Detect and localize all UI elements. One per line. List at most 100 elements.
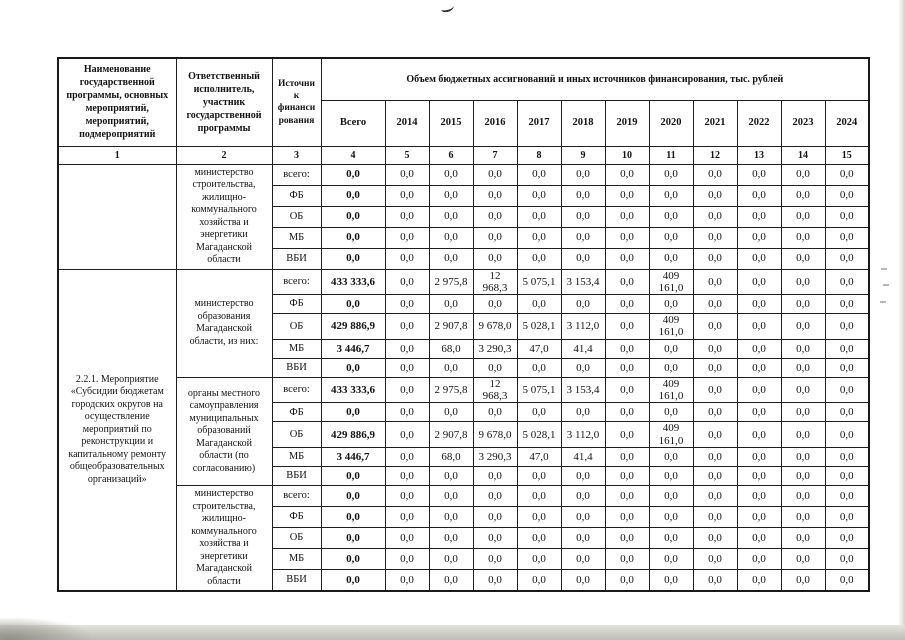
year-value-cell: 0,0: [736, 163, 782, 186]
year-value-cell: 0,0: [648, 163, 694, 186]
year-value-cell: 9 678,0: [472, 421, 518, 448]
year-value-cell: 0,0: [736, 466, 782, 486]
year-value-cell: 0,0: [604, 268, 650, 296]
year-value-cell: 47,0: [516, 447, 562, 467]
year-value-cell: 0,0: [472, 569, 518, 592]
header-row-top: Наименование государственной программы, …: [57, 57, 870, 147]
year-header-cell: 2017: [516, 99, 562, 147]
year-value-cell: 0,0: [516, 527, 562, 550]
total-value-cell: 3 446,7: [320, 338, 386, 359]
funding-source-cell: ОБ: [271, 527, 322, 550]
year-value-cell: 5 075,1: [516, 376, 562, 404]
total-value-cell: 0,0: [320, 484, 386, 508]
year-value-cell: 0,0: [692, 484, 738, 508]
year-value-cell: 0,0: [384, 466, 430, 486]
year-header-cell: 2023: [780, 99, 826, 147]
year-value-cell: 0,0: [384, 357, 430, 378]
year-value-cell: 0,0: [428, 402, 474, 423]
year-value-cell: 0,0: [736, 338, 782, 359]
data-row: МБ 3 446,7 0,0 68,0 3 290,3 47,0 41,4 0,0 0,0 0,0…: [58, 338, 870, 359]
year-value-cell: 0,0: [824, 466, 870, 486]
year-value-cell: 0,0: [604, 376, 650, 404]
year-value-cell: 0,0: [824, 313, 870, 340]
year-value-cell: 0,0: [428, 569, 474, 592]
year-value-cell: 0,0: [824, 484, 870, 508]
year-value-cell: 0,0: [604, 506, 650, 529]
year-value-cell: 0,0: [472, 226, 518, 249]
year-value-cell: 0,0: [428, 484, 474, 508]
year-value-cell: 0,0: [604, 527, 650, 550]
year-value-cell: 0,0: [384, 484, 430, 508]
year-value-cell: 0,0: [428, 506, 474, 529]
year-value-cell: 0,0: [560, 294, 606, 315]
year-value-cell: 0,0: [384, 402, 430, 423]
year-value-cell: 0,0: [428, 548, 474, 571]
year-value-cell: 3 153,4: [560, 376, 606, 404]
year-value-cell: 12 968,3: [472, 376, 518, 404]
year-value-cell: 0,0: [604, 338, 650, 359]
column-number-cell: 9: [560, 145, 606, 165]
year-value-cell: 0,0: [780, 313, 826, 340]
year-value-cell: 0,0: [692, 184, 738, 207]
year-value-cell: 0,0: [736, 313, 782, 340]
year-value-cell: 5 075,1: [516, 268, 562, 296]
year-value-cell: 0,0: [472, 184, 518, 207]
year-value-cell: 0,0: [604, 548, 650, 571]
funding-source-cell: МБ: [271, 447, 322, 467]
column-number-cell: 3: [271, 145, 322, 165]
year-value-cell: 0,0: [428, 163, 474, 186]
funding-source-cell: МБ: [271, 548, 322, 571]
year-value-cell: 0,0: [736, 506, 782, 529]
year-value-cell: 0,0: [472, 247, 518, 270]
funding-source-cell: ФБ: [271, 506, 322, 529]
year-value-cell: 0,0: [692, 357, 738, 378]
funding-source-cell: ФБ: [271, 184, 322, 207]
year-value-cell: 0,0: [692, 226, 738, 249]
year-value-cell: 0,0: [692, 376, 738, 404]
year-value-cell: 0,0: [780, 357, 826, 378]
column-number-cell: 2: [175, 145, 273, 165]
year-value-cell: 0,0: [824, 402, 870, 423]
year-value-cell: 0,0: [384, 447, 430, 467]
year-value-cell: 0,0: [780, 247, 826, 270]
year-value-cell: 5 028,1: [516, 313, 562, 340]
year-value-cell: 0,0: [692, 506, 738, 529]
year-value-cell: 0,0: [736, 247, 782, 270]
column-number-cell: 7: [472, 145, 518, 165]
year-value-cell: 0,0: [472, 205, 518, 228]
year-value-cell: 0,0: [472, 402, 518, 423]
column-number-row: 1 2 3 4 5 6 7 8 9 10 11 12 13 14 15: [57, 145, 870, 165]
year-value-cell: 0,0: [780, 447, 826, 467]
data-row: органы местного самоуправления муниципал…: [58, 376, 870, 487]
scan-edge-corner: [0, 618, 90, 640]
year-value-cell: 0,0: [428, 294, 474, 315]
year-value-cell: 0,0: [516, 163, 562, 186]
data-row: ВБИ 0,0 0,0 0,0 0,0 0,0 0,0 0,0 0,0 0,0 0,0 0,0 0,0: [58, 247, 870, 270]
total-value-cell: 0,0: [320, 205, 386, 228]
year-value-cell: 0,0: [648, 569, 694, 592]
year-value-cell: 409 161,0: [648, 313, 694, 340]
year-value-cell: 41,4: [560, 447, 606, 467]
year-value-cell: 0,0: [604, 163, 650, 186]
year-value-cell: 0,0: [428, 205, 474, 228]
year-value-cell: 0,0: [736, 548, 782, 571]
year-value-cell: 0,0: [604, 402, 650, 423]
year-header-row: Всего 2014 2015 2016 2017 2018 2019 2020 2021 202…: [58, 99, 870, 147]
funding-source-cell: МБ: [271, 226, 322, 249]
scan-edge-right: [898, 0, 905, 640]
year-value-cell: 0,0: [692, 338, 738, 359]
year-value-cell: 0,0: [516, 569, 562, 592]
total-value-cell: 0,0: [320, 247, 386, 270]
year-value-cell: 0,0: [384, 184, 430, 207]
year-value-cell: 0,0: [780, 163, 826, 186]
year-value-cell: 0,0: [384, 338, 430, 359]
year-value-cell: 3 112,0: [560, 421, 606, 448]
year-value-cell: 3 290,3: [472, 338, 518, 359]
year-value-cell: 0,0: [824, 268, 870, 296]
year-value-cell: 0,0: [428, 247, 474, 270]
year-value-cell: 0,0: [516, 548, 562, 571]
year-value-cell: 0,0: [384, 548, 430, 571]
year-value-cell: 0,0: [692, 466, 738, 486]
year-value-cell: 12 968,3: [472, 268, 518, 296]
